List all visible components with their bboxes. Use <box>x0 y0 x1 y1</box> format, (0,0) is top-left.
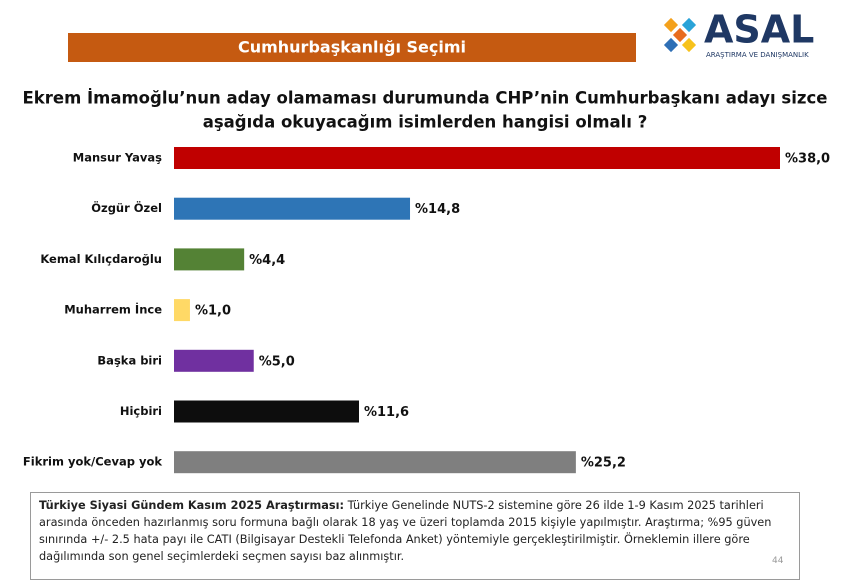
category-label: Muharrem İnce <box>64 302 162 317</box>
logo-subtitle: ARAŞTIRMA VE DANIŞMANLIK <box>706 51 809 59</box>
banner-title: Cumhurbaşkanlığı Seçimi <box>238 38 466 57</box>
category-label: Özgür Özel <box>91 200 162 215</box>
footnote-text: Türkiye Genelinde NUTS-2 sistemine göre … <box>39 499 772 563</box>
value-label: %11,6 <box>364 405 409 420</box>
value-label: %1,0 <box>195 304 231 319</box>
bar <box>174 349 254 372</box>
value-label: %4,4 <box>249 253 285 268</box>
value-label: %5,0 <box>259 354 295 369</box>
footnote-lead: Türkiye Siyasi Gündem Kasım 2025 Araştır… <box>39 499 344 512</box>
bar <box>174 147 780 169</box>
page-number: 44 <box>772 556 784 566</box>
category-label: Kemal Kılıçdaroğlu <box>40 252 162 266</box>
logo-text: ASAL <box>704 8 814 52</box>
bar <box>174 400 359 423</box>
category-label: Mansur Yavaş <box>73 151 162 165</box>
bar <box>174 248 245 271</box>
bar <box>174 197 411 220</box>
category-label: Fikrim yok/Cevap yok <box>23 455 162 469</box>
value-label: %25,2 <box>581 456 626 471</box>
category-label: Hiçbiri <box>120 404 162 418</box>
chart: Cumhurbaşkanlığı Seçimi ASAL ARAŞTIRMA V… <box>23 8 830 474</box>
logo-icon <box>663 17 697 53</box>
bar <box>174 451 576 474</box>
banner <box>68 33 636 62</box>
footnote: Türkiye Siyasi Gündem Kasım 2025 Araştır… <box>30 492 800 580</box>
value-label: %38,0 <box>785 152 830 167</box>
chart-title: Ekrem İmamoğlu’nun aday olamaması durumu… <box>23 89 828 108</box>
chart-title: aşağıda okuyacağım isimlerden hangisi ol… <box>203 113 648 132</box>
bar <box>174 299 190 322</box>
value-label: %14,8 <box>415 202 460 217</box>
category-label: Başka biri <box>97 353 162 367</box>
